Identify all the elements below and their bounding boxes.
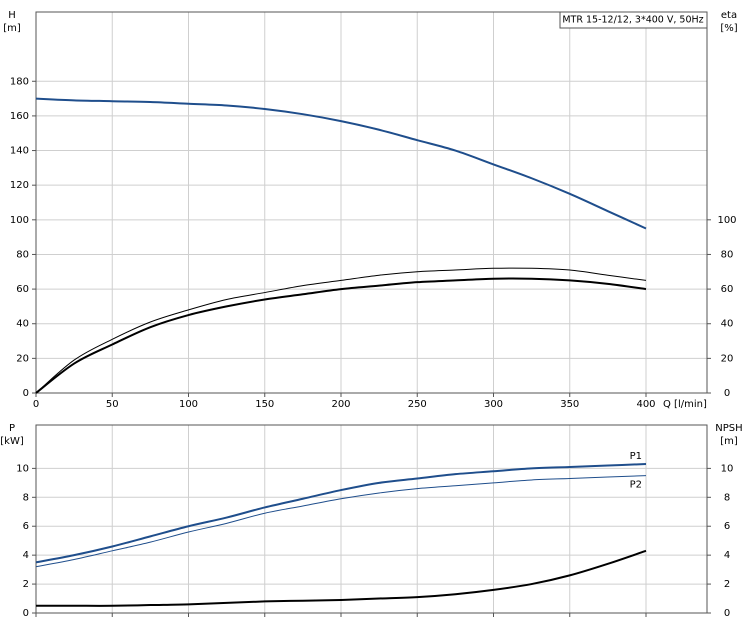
x-tick-label: 350 xyxy=(560,399,579,410)
y2-tick-label: 2 xyxy=(724,579,730,590)
y2-axis-label: eta xyxy=(721,10,737,21)
curve xyxy=(35,97,647,230)
y2-tick-label: 0 xyxy=(724,608,730,619)
title-box xyxy=(559,11,708,29)
y2-axis-label: NPSH xyxy=(715,423,742,434)
plot-frame xyxy=(35,424,708,614)
x-tick-label: 150 xyxy=(255,399,274,410)
y-axis-label: P xyxy=(9,423,15,434)
y-tick-label: 100 xyxy=(10,215,29,226)
y-tick-label: 10 xyxy=(16,463,29,474)
y-tick-label: 8 xyxy=(23,492,29,503)
chart-title: MTR 15-12/12, 3*400 V, 50Hz xyxy=(562,15,703,26)
curve xyxy=(35,475,647,568)
curve xyxy=(35,267,647,394)
y2-tick-label: 20 xyxy=(721,353,734,364)
y2-axis-unit: [%] xyxy=(720,23,737,34)
series-label: P2 xyxy=(630,480,642,491)
y-tick-label: 6 xyxy=(23,521,29,532)
y2-axis-unit: [m] xyxy=(720,436,738,447)
x-tick-label: 0 xyxy=(33,399,39,410)
curve xyxy=(35,549,647,607)
curve xyxy=(35,463,647,564)
y2-tick-label: 80 xyxy=(721,249,734,260)
x-tick-label: 200 xyxy=(331,399,350,410)
y-tick-label: 120 xyxy=(10,180,29,191)
x-tick-label: 250 xyxy=(408,399,427,410)
series-label: P1 xyxy=(630,451,642,462)
y2-tick-label: 10 xyxy=(721,463,734,474)
y-tick-label: 80 xyxy=(16,249,29,260)
y-tick-label: 40 xyxy=(16,319,29,330)
y2-tick-label: 100 xyxy=(717,215,736,226)
y2-tick-label: 8 xyxy=(724,492,730,503)
x-tick-label: 100 xyxy=(179,399,198,410)
curve xyxy=(35,277,647,394)
y2-tick-label: 40 xyxy=(721,319,734,330)
y-axis-unit: [m] xyxy=(3,23,21,34)
y-tick-label: 140 xyxy=(10,146,29,157)
y-axis-label: H xyxy=(8,10,16,21)
y-axis-unit: [kW] xyxy=(0,436,24,447)
y2-tick-label: 60 xyxy=(721,284,734,295)
plot-frame xyxy=(35,11,708,394)
y-tick-label: 4 xyxy=(23,550,29,561)
x-tick-label: 50 xyxy=(106,399,119,410)
y-tick-label: 0 xyxy=(23,388,29,399)
x-axis-label: Q [l/min] xyxy=(663,399,707,410)
y-tick-label: 20 xyxy=(16,353,29,364)
y2-tick-label: 4 xyxy=(724,550,730,561)
y-tick-label: 0 xyxy=(23,608,29,619)
y-tick-label: 160 xyxy=(10,111,29,122)
y2-tick-label: 6 xyxy=(724,521,730,532)
y2-tick-label: 0 xyxy=(724,388,730,399)
y-tick-label: 180 xyxy=(10,76,29,87)
y-tick-label: 60 xyxy=(16,284,29,295)
x-tick-label: 400 xyxy=(636,399,655,410)
x-tick-label: 300 xyxy=(484,399,503,410)
y-tick-label: 2 xyxy=(23,579,29,590)
